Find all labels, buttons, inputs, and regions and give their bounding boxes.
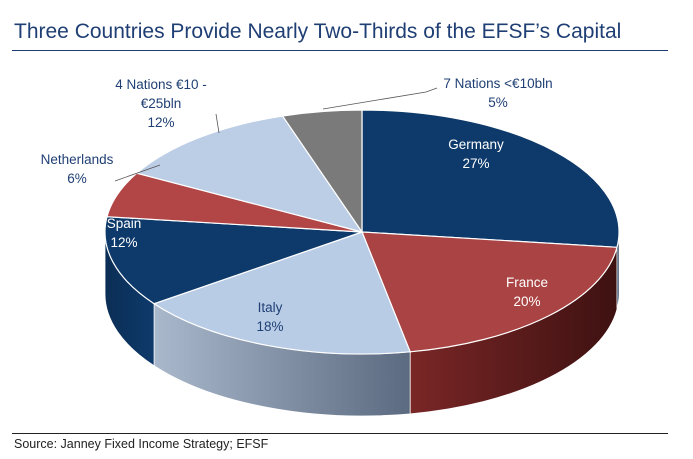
slice-value-france: 20% xyxy=(513,294,540,309)
slice-label-germany: Germany xyxy=(448,137,504,152)
title-rule xyxy=(12,50,668,51)
pie-slice-germany[interactable] xyxy=(361,109,620,248)
leader-lines xyxy=(114,87,438,182)
pie-slice-spain[interactable] xyxy=(104,216,363,305)
chart-title: Three Countries Provide Nearly Two-Third… xyxy=(14,20,622,43)
slice-value-netherlands: 6% xyxy=(67,171,87,186)
slice-label-7-nations-10bln: 7 Nations <€10bln xyxy=(443,76,552,91)
slice-label-netherlands: Netherlands xyxy=(41,152,114,167)
slice-value-7-nations-10bln: 5% xyxy=(488,95,508,110)
slice-labels: Germany 27% France 20% Italy 18% Spain 12% Nethe… xyxy=(41,76,553,334)
slice-label-line-1-4-nations-10-25bln: €25bln xyxy=(141,96,182,111)
slice-label-spain: Spain xyxy=(107,216,142,231)
slice-value-4-nations-10-25bln: 12% xyxy=(147,115,174,130)
pie-slices xyxy=(104,109,620,355)
leader-line xyxy=(114,164,161,182)
slice-label-france: France xyxy=(506,275,548,290)
pie-slice-7-nations-10bln[interactable] xyxy=(281,109,363,234)
leader-line xyxy=(215,113,220,134)
slice-value-germany: 27% xyxy=(462,156,489,171)
slice-label-italy: Italy xyxy=(258,300,283,315)
pie-slice-france[interactable] xyxy=(361,231,618,353)
pie-slice-4-nations-10-25bln[interactable] xyxy=(135,115,364,233)
source-note: Source: Janney Fixed Income Strategy; EF… xyxy=(14,437,269,451)
source-rule xyxy=(12,433,668,434)
leader-line xyxy=(322,87,438,110)
pie-slice-italy[interactable] xyxy=(152,231,412,355)
slice-value-spain: 12% xyxy=(110,235,137,250)
slice-value-italy: 18% xyxy=(256,319,283,334)
slice-label-line-0-4-nations-10-25bln: 4 Nations €10 - xyxy=(115,77,207,92)
